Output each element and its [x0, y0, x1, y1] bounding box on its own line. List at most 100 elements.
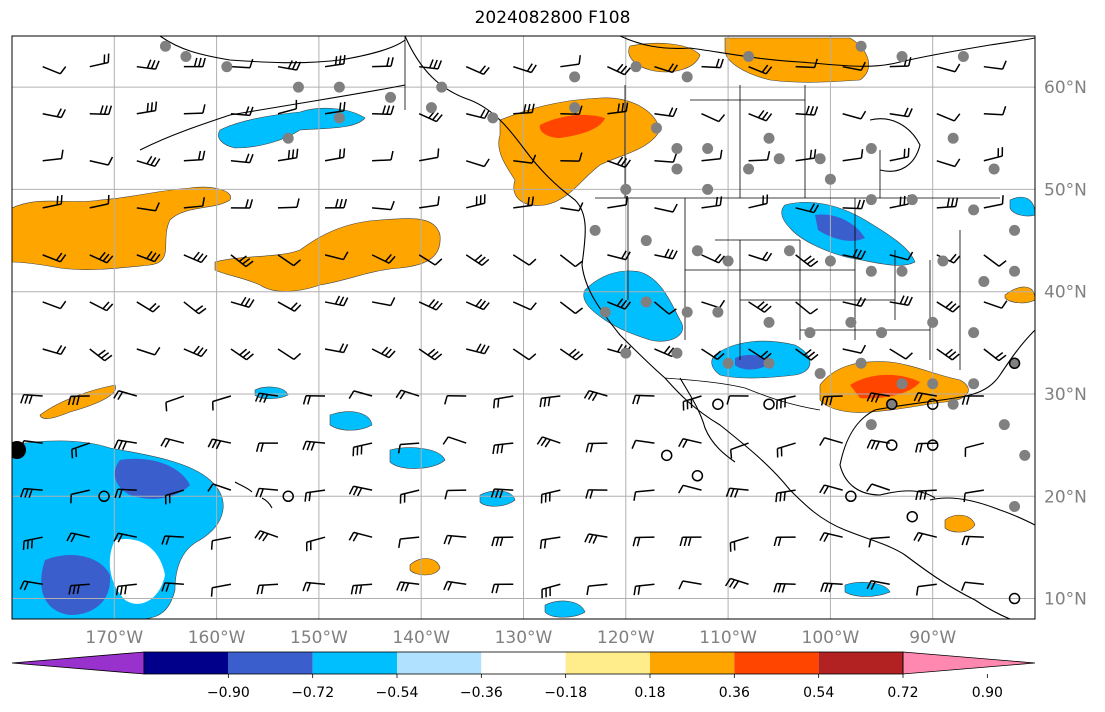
borders [404, 36, 1000, 411]
wind-barb [795, 203, 820, 214]
wind-barb [678, 580, 702, 590]
wind-barb [559, 254, 583, 268]
gridlines [12, 36, 1035, 619]
colorbar [11, 651, 1036, 675]
station-marker [886, 398, 898, 410]
wind-barb [372, 200, 395, 211]
station-marker [947, 132, 959, 144]
wind-barb [89, 301, 114, 312]
colorbar-tick-labels: −0.90 −0.72 −0.54 −0.36 −0.18 0.18 0.36 0.54 0.7… [207, 674, 1003, 701]
wind-barb [842, 199, 866, 210]
wind-barb [466, 343, 490, 355]
alaska-coast [159, 36, 406, 64]
hawaii [234, 481, 273, 509]
wind-barb [136, 301, 161, 313]
station-marker [702, 143, 714, 155]
wind-barb [936, 158, 961, 168]
wind-barb [868, 536, 890, 548]
wind-barb [136, 202, 160, 212]
calm-marker [886, 398, 898, 410]
wind-barb [136, 59, 160, 70]
wind-barb [371, 297, 396, 307]
wind-barb [89, 105, 113, 116]
wind-barb [67, 395, 90, 406]
station-marker [681, 306, 693, 318]
wind-barb [466, 194, 486, 209]
station-marker [436, 81, 448, 93]
plot-frame [11, 35, 1036, 620]
wind-barb [396, 581, 420, 592]
station-marker [640, 235, 652, 247]
contour-negative-region [844, 582, 891, 597]
wind-barb [136, 250, 161, 263]
contour-positive-region [944, 514, 976, 533]
lat-tick-label: 50°N [1044, 180, 1087, 200]
station-marker [712, 306, 724, 318]
wind-barb [512, 348, 537, 361]
station-marker [763, 316, 775, 328]
calm-marker [1008, 592, 1021, 605]
wind-barb [230, 254, 254, 268]
wind-barb [89, 156, 114, 166]
wind-barb [372, 57, 394, 68]
wind-barb [584, 533, 608, 544]
wind-barb [748, 251, 773, 262]
wind-barb [255, 442, 278, 452]
wind-barb [585, 489, 608, 499]
wind-barb [819, 437, 843, 446]
calm-marker [886, 439, 898, 451]
wind-barb [418, 348, 443, 361]
station-marker [385, 91, 397, 103]
wind-barb [559, 301, 583, 315]
wind-barbs [19, 53, 1008, 599]
lon-tick-label: 100°W [802, 628, 860, 648]
lon-tick-label: 150°W [290, 628, 348, 648]
wind-barb [536, 436, 561, 448]
wind-barb [395, 389, 420, 400]
latitude-tick-labels: 60°N 50°N 40°N 30°N 20°N 10°N [1044, 78, 1087, 609]
colorbar-tick-label: 0.72 [887, 685, 918, 701]
lon-tick-label: 90°W [909, 628, 956, 648]
station-marker [650, 122, 662, 134]
station-marker [671, 347, 683, 359]
wind-barb [207, 438, 232, 450]
wind-barb [71, 442, 90, 459]
hudson-bay [869, 118, 921, 172]
station-marker [599, 306, 611, 318]
station-marker-large [12, 441, 26, 459]
wind-barb [866, 579, 890, 590]
wind-barb [540, 489, 561, 504]
wind-barb [654, 248, 678, 260]
wind-barb [183, 301, 207, 315]
wind-barb [491, 583, 514, 594]
wind-barb [842, 297, 867, 307]
station-marker [292, 81, 304, 93]
wind-barb [89, 194, 110, 209]
wind-barb [775, 489, 796, 503]
wind-barb [539, 536, 561, 549]
station-marker [845, 316, 857, 328]
wind-barb [42, 195, 63, 209]
contour-strong-negative [815, 214, 865, 241]
colorbar-segment [144, 652, 229, 674]
station-marker [855, 357, 867, 369]
colorbar-tick-label: −0.54 [376, 685, 419, 701]
wind-barb [963, 489, 984, 503]
wind-barb [983, 105, 1007, 116]
wind-barb [210, 536, 232, 550]
wind-barb [490, 488, 514, 499]
province-border [624, 85, 881, 198]
wind-barb [89, 53, 110, 68]
station-marker [876, 327, 888, 339]
wind-barb [842, 248, 867, 260]
calm-marker [926, 439, 939, 451]
wind-barb [842, 110, 867, 120]
wind-barb [725, 487, 749, 498]
station-marker [814, 153, 826, 165]
colorbar-tick-label: −0.90 [207, 685, 250, 701]
lat-tick-label: 30°N [1044, 385, 1087, 405]
wind-barb [183, 197, 206, 209]
wind-barb [701, 253, 726, 264]
wind-barb [113, 532, 137, 543]
